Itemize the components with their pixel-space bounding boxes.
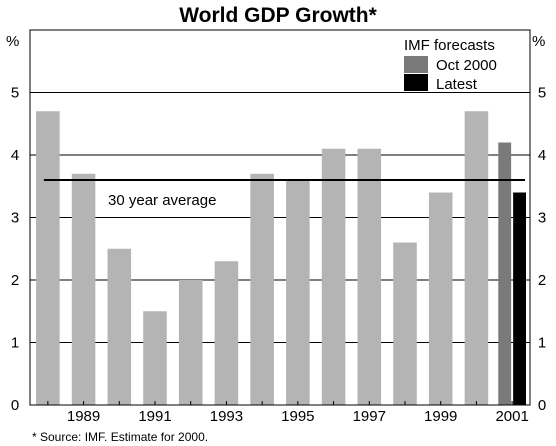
y-tick-right-5: 5 bbox=[538, 85, 546, 102]
y-tick-left-1: 1 bbox=[11, 335, 19, 352]
y-tick-left-4: 4 bbox=[11, 147, 19, 164]
footnote: * Source: IMF. Estimate for 2000. bbox=[32, 430, 208, 444]
legend-title: IMF forecasts bbox=[404, 37, 495, 54]
bar-2001-latest bbox=[513, 192, 526, 405]
bar-1996 bbox=[321, 148, 346, 405]
x-tick-label-1995: 1995 bbox=[281, 408, 314, 425]
bar-1997 bbox=[357, 148, 382, 405]
bar-1999 bbox=[428, 192, 453, 405]
y-unit-left: % bbox=[6, 33, 19, 50]
y-tick-right-3: 3 bbox=[538, 210, 546, 227]
bar-2000 bbox=[464, 111, 489, 405]
y-tick-left-3: 3 bbox=[11, 210, 19, 227]
bar-1988 bbox=[36, 111, 60, 405]
y-tick-right-1: 1 bbox=[538, 335, 546, 352]
y-unit-right: % bbox=[532, 33, 545, 50]
legend-label-oct-2000: Oct 2000 bbox=[436, 57, 497, 74]
y-tick-left-2: 2 bbox=[11, 272, 19, 289]
bar-1990 bbox=[107, 248, 132, 405]
x-tick-label-1993: 1993 bbox=[210, 408, 243, 425]
plot-frame bbox=[29, 29, 531, 406]
legend: IMF forecasts Oct 2000 Latest bbox=[404, 37, 497, 93]
legend-label-latest: Latest bbox=[436, 76, 478, 93]
bar-1994 bbox=[250, 173, 274, 405]
y-ticks-right: 0 1 2 3 4 5 bbox=[538, 85, 546, 415]
bar-1992 bbox=[178, 280, 203, 405]
bar-1989 bbox=[71, 173, 96, 405]
legend-swatch-latest bbox=[404, 74, 428, 91]
bar-1991 bbox=[143, 311, 167, 405]
bar-1995 bbox=[286, 180, 310, 405]
x-tick-label-1991: 1991 bbox=[138, 408, 171, 425]
x-tick-label-1999: 1999 bbox=[424, 408, 457, 425]
bar-1993 bbox=[214, 261, 239, 405]
bar-2001-oct-2000 bbox=[498, 142, 512, 405]
chart-title: World GDP Growth* bbox=[179, 4, 377, 27]
y-tick-left-0: 0 bbox=[11, 397, 19, 414]
x-tick-label-1989: 1989 bbox=[67, 408, 100, 425]
y-tick-right-2: 2 bbox=[538, 272, 546, 289]
y-tick-right-4: 4 bbox=[538, 147, 546, 164]
bar-1998 bbox=[393, 242, 417, 405]
x-ticks: 1989 1991 1993 1995 1997 1999 2001 bbox=[47, 401, 529, 425]
legend-swatch-oct-2000 bbox=[404, 56, 428, 73]
x-tick-label-1997: 1997 bbox=[353, 408, 386, 425]
y-tick-right-0: 0 bbox=[538, 397, 546, 414]
x-tick-label-2001: 2001 bbox=[495, 408, 528, 425]
y-ticks-left: 0 1 2 3 4 5 bbox=[11, 85, 19, 415]
bars bbox=[36, 111, 526, 405]
average-line-label: 30 year average bbox=[108, 192, 216, 209]
y-tick-left-5: 5 bbox=[11, 85, 19, 102]
gridlines bbox=[30, 92, 530, 343]
